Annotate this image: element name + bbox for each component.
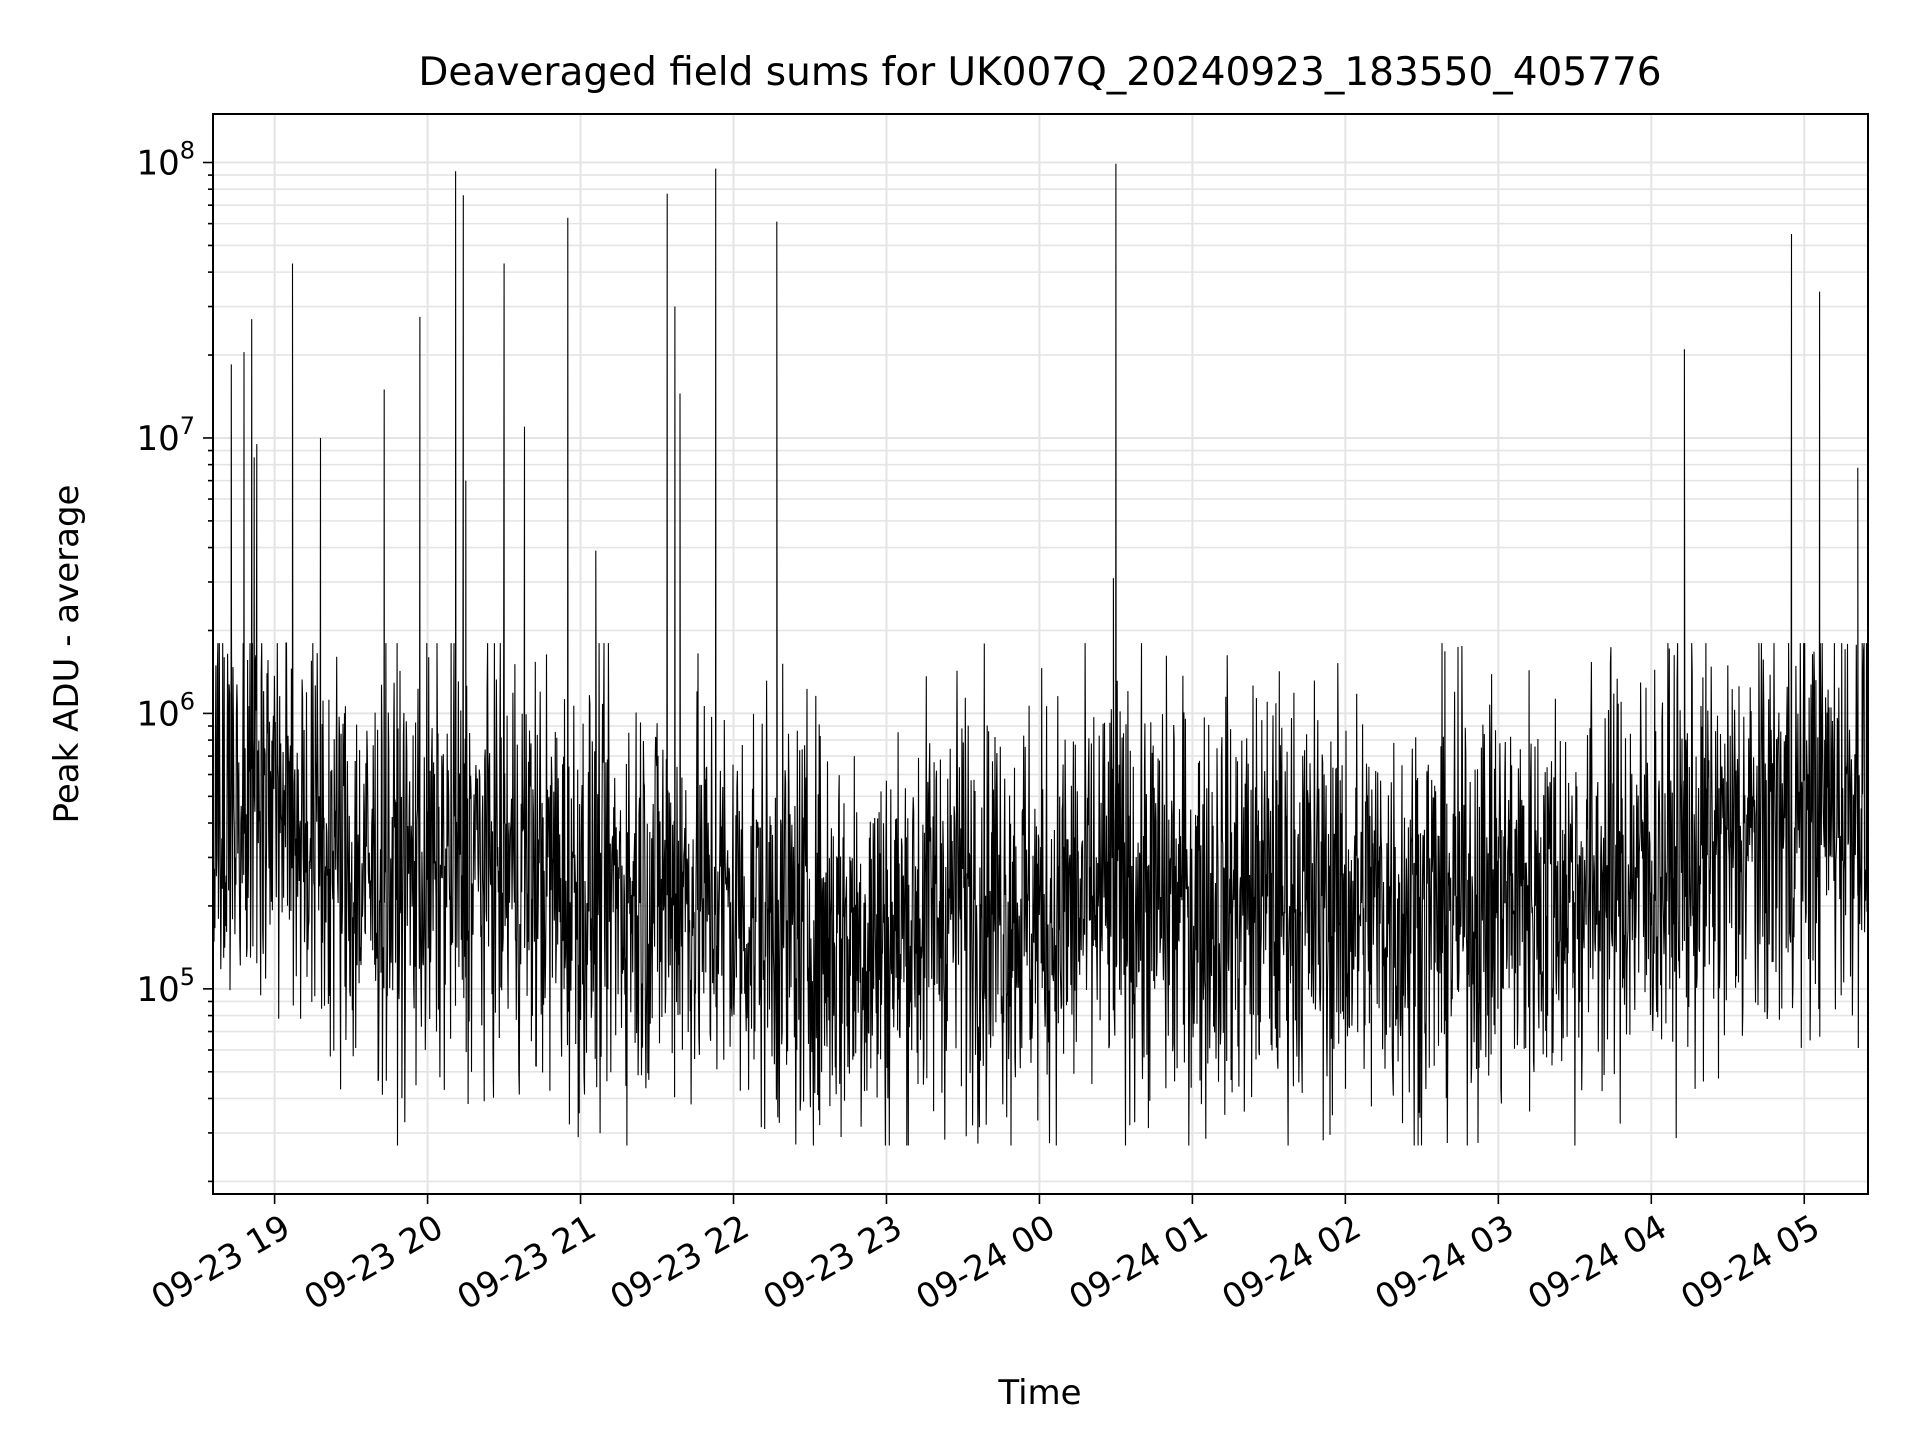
y-tick-label: 107 <box>136 412 195 459</box>
series-line <box>212 163 1869 1146</box>
plot-frame <box>212 113 1869 1195</box>
chart-title: Deaveraged field sums for UK007Q_2024092… <box>418 50 1661 95</box>
y-tick-label: 105 <box>136 963 195 1010</box>
y-tick-exponent: 7 <box>180 412 195 440</box>
y-tick-label: 106 <box>136 687 195 734</box>
y-tick-base: 10 <box>136 694 179 734</box>
plot-area <box>212 163 1869 1146</box>
y-tick-exponent: 8 <box>180 137 195 165</box>
x-axis-label: Time <box>997 1373 1081 1413</box>
y-tick-base: 10 <box>136 144 179 184</box>
y-axis-label: Peak ADU - average <box>47 485 87 824</box>
y-tick-base: 10 <box>136 970 179 1010</box>
y-tick-label: 108 <box>136 137 195 184</box>
y-tick-exponent: 6 <box>180 687 195 715</box>
y-tick-base: 10 <box>136 419 179 459</box>
y-tick-exponent: 5 <box>180 963 195 991</box>
